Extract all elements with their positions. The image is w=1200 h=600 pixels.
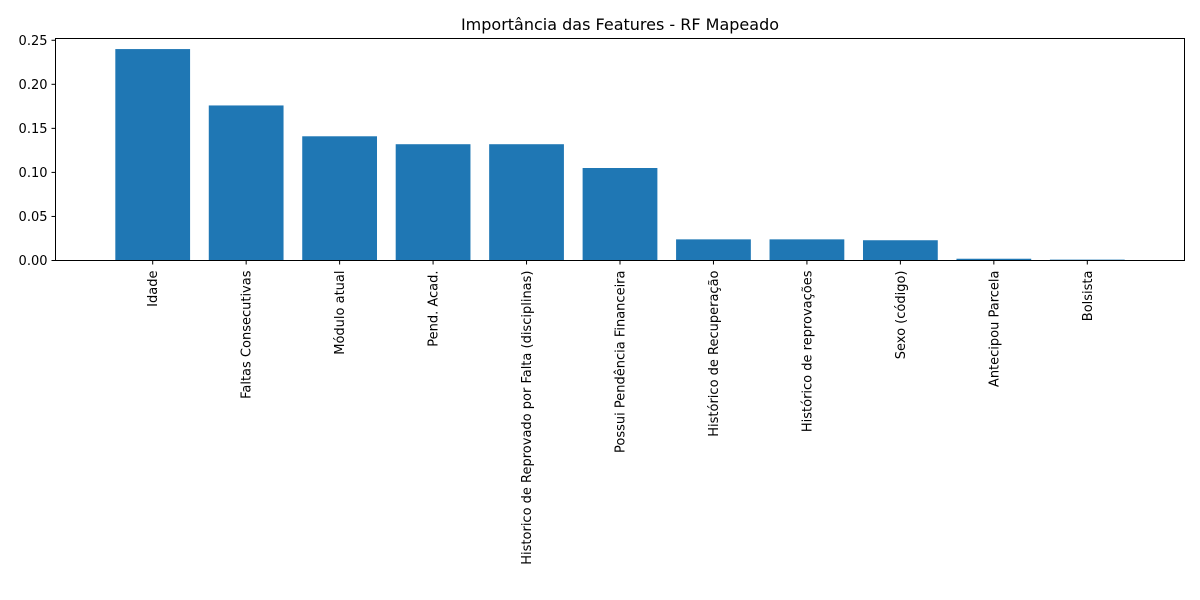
bar-5 [582,168,658,261]
chart-title: Importância das Features - RF Mapeado [461,15,779,34]
plot-frame [55,38,1185,261]
x-tick-label: Possui Pendência Financeira [614,271,629,453]
y-tick-label: 0.20 [19,78,48,93]
y-tick-label: 0.00 [19,254,48,269]
x-tick-label: Sexo (código) [894,271,909,360]
bar-8 [862,240,938,261]
y-tick-label: 0.10 [19,166,48,181]
x-tick-label: Histórico de Recuperação [707,270,722,436]
bar-4 [489,144,564,261]
bar-3 [395,144,471,261]
x-tick-label: Historico de Reprovado por Falta (discip… [520,271,535,565]
x-tick-label: Idade [146,271,161,307]
x-axis: Idade Faltas Consecutivas Módulo atual Pend… [146,260,1096,565]
y-axis: 0.00 0.05 0.10 0.15 0.20 0.25 [19,34,56,269]
bar-9 [956,258,1032,261]
bars-group [115,49,1125,261]
bar-2 [302,136,378,261]
bar-7 [769,239,845,261]
y-tick-label: 0.15 [19,122,48,137]
bar-1 [208,105,284,261]
x-tick-label: Pend. Acad. [427,271,442,347]
x-tick-label: Antecipou Parcela [987,271,1002,388]
x-tick-label: Módulo atual [333,271,348,355]
y-tick-label: 0.05 [19,210,48,225]
x-tick-label: Faltas Consecutivas [240,270,255,399]
x-tick-label: Histórico de reprovações [800,270,815,432]
bar-6 [676,239,751,261]
x-tick-label: Bolsista [1081,271,1096,322]
y-tick-label: 0.25 [19,34,48,49]
bar-0 [115,49,191,261]
